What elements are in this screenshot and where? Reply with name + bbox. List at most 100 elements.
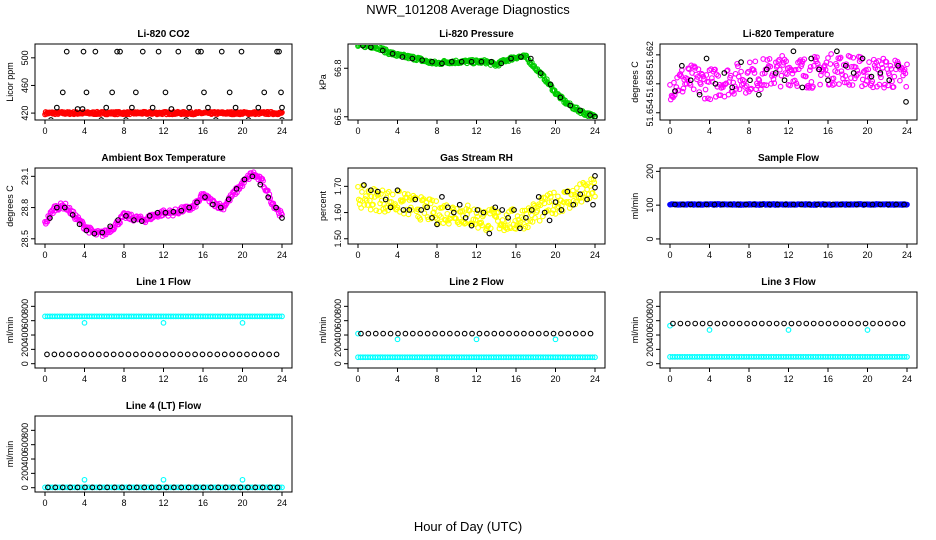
- data-point: [238, 48, 245, 55]
- data-point: [902, 70, 909, 77]
- data-point: [825, 77, 831, 84]
- data-point: [836, 81, 842, 87]
- y-tick-label: 500: [20, 50, 30, 65]
- data-point: [584, 186, 590, 193]
- data-point: [573, 185, 580, 191]
- x-tick-label: 12: [783, 374, 793, 384]
- data-point: [429, 214, 435, 221]
- y-axis-label: ml/min: [318, 317, 328, 344]
- data-point: [552, 336, 559, 343]
- x-tick-label: 20: [550, 374, 560, 384]
- panel-title: Ambient Box Temperature: [101, 153, 226, 164]
- data-point: [870, 84, 876, 91]
- data-point: [147, 117, 153, 119]
- data-point: [424, 204, 430, 211]
- data-point: [679, 201, 686, 208]
- data-point: [861, 201, 868, 208]
- data-point: [671, 79, 677, 86]
- panel-title: Li-820 Temperature: [743, 29, 835, 40]
- data-point: [822, 66, 829, 73]
- data-point: [814, 201, 820, 208]
- data-point: [461, 330, 468, 337]
- x-tick-label: 20: [237, 126, 247, 136]
- data-point: [546, 217, 553, 224]
- data-point: [818, 72, 824, 78]
- data-point: [735, 201, 741, 208]
- data-point: [279, 211, 285, 218]
- x-tick-label: 16: [511, 126, 521, 136]
- data-point: [454, 330, 461, 337]
- data-point: [670, 320, 676, 327]
- x-tick-label: 0: [355, 126, 360, 136]
- data-point: [848, 75, 854, 81]
- data-point: [592, 173, 598, 179]
- data-point: [859, 55, 866, 62]
- data-point: [389, 50, 396, 57]
- data-point: [752, 58, 759, 65]
- x-tick-label: 20: [862, 374, 872, 384]
- data-point: [588, 176, 594, 183]
- data-point: [473, 336, 480, 343]
- data-point: [88, 351, 95, 358]
- data-point: [403, 206, 410, 213]
- data-point: [729, 84, 736, 91]
- data-point: [532, 214, 538, 221]
- data-point: [840, 320, 847, 327]
- x-tick-label: 16: [198, 250, 208, 260]
- y-tick-label: 400: [20, 452, 30, 467]
- data-point: [439, 60, 445, 67]
- data-point: [433, 198, 440, 204]
- data-point: [198, 48, 204, 55]
- data-point: [394, 204, 401, 211]
- data-point: [488, 58, 495, 65]
- x-tick-label: 24: [902, 126, 912, 136]
- data-point: [695, 66, 702, 73]
- data-point: [864, 327, 871, 333]
- data-point: [387, 330, 394, 337]
- x-tick-label: 8: [121, 374, 126, 384]
- data-point: [847, 320, 854, 327]
- data-point: [376, 208, 383, 215]
- data-point: [400, 207, 407, 213]
- y-tick-label: 29.1: [20, 168, 30, 186]
- x-tick-label: 12: [783, 250, 793, 260]
- data-point: [785, 327, 792, 333]
- data-point: [52, 484, 59, 491]
- panel-licor-pressure: Li-820 Pressure 0 4 8 12 16 20 24 66.5 66.8 kPa: [318, 29, 606, 136]
- plot-frame: [347, 167, 606, 245]
- x-tick-label: 20: [550, 126, 560, 136]
- y-axis-label: ml/min: [5, 317, 15, 344]
- data-point: [541, 209, 548, 216]
- data-point: [239, 476, 246, 483]
- data-point: [273, 351, 280, 358]
- data-point: [229, 192, 236, 199]
- y-tick-label: 400: [333, 328, 343, 343]
- data-point: [80, 220, 86, 227]
- data-point: [884, 320, 891, 327]
- data-point: [133, 89, 139, 96]
- x-tick-label: 0: [42, 126, 47, 136]
- data-point: [877, 201, 884, 208]
- data-point: [572, 330, 579, 337]
- data-point: [131, 217, 137, 223]
- data-point: [420, 196, 427, 202]
- data-point: [702, 86, 709, 93]
- data-point: [725, 91, 732, 98]
- data-point: [721, 320, 728, 327]
- data-point: [478, 219, 485, 226]
- data-point: [747, 77, 753, 84]
- data-point: [848, 63, 855, 70]
- data-point: [808, 55, 815, 62]
- data-point: [66, 351, 73, 358]
- data-point: [110, 351, 117, 358]
- data-point: [827, 61, 834, 67]
- y-tick-label: 200: [645, 342, 655, 357]
- data-point: [707, 96, 714, 103]
- data-point: [709, 75, 715, 81]
- data-point: [171, 484, 177, 491]
- data-point: [424, 330, 431, 337]
- data-point: [824, 71, 831, 78]
- data-point: [58, 351, 65, 358]
- x-tick-label: 8: [434, 126, 439, 136]
